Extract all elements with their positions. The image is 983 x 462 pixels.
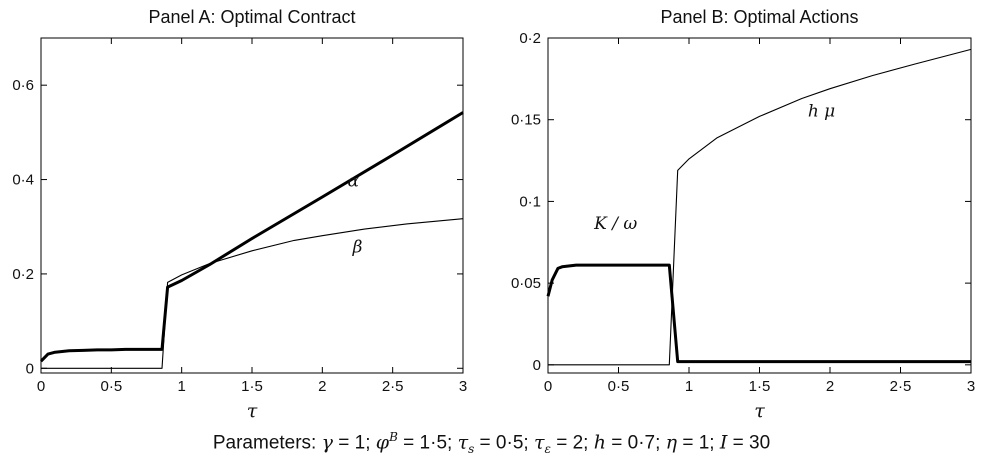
panel-b-ytick-label: 0 [533, 357, 541, 374]
panel-b-axes-frame [547, 37, 972, 374]
caption-eta: η [665, 431, 678, 454]
panel-a-xtick-label: 0·5 [100, 378, 122, 395]
caption-tau-e-value: = 2; [550, 432, 589, 454]
panel-a-xtick-label: 3 [459, 378, 467, 395]
panel-b-ytick-label: 0·05 [511, 275, 541, 292]
parameters-caption: Parameters: γ = 1; φB = 1·5; τs = 0·5; τ… [0, 430, 983, 456]
panel-b-xtick-label: 1 [685, 378, 693, 395]
panel-a-xtick-label: 0 [37, 378, 45, 395]
caption-tau-s-subscript: s [468, 442, 475, 457]
caption-I-value: = 30 [727, 432, 771, 454]
panel-a-ytick-label: 0·4 [12, 172, 34, 189]
panel-a-xlabel: τ [247, 400, 258, 422]
panel-b-ytick-label: 0·1 [519, 193, 541, 210]
panel-b-xtick-label: 0·5 [608, 378, 630, 395]
panel-a-series-line [39, 111, 464, 363]
panel-a-series-line [41, 218, 464, 369]
panel-b-xtick-label: 1·5 [749, 378, 771, 395]
panel-a-xtick-label: 1·5 [241, 378, 263, 395]
caption-phi-superscript: B [389, 430, 398, 444]
caption-phi: φ [375, 431, 390, 454]
caption-gamma: γ [321, 431, 333, 454]
caption-phi-value: = 1·5; [397, 432, 453, 454]
panel-b-series-line [546, 263, 971, 364]
caption-tau-s: τ [457, 431, 469, 454]
panel-b-series-label: h μ [808, 101, 835, 121]
panel-b-xtick-label: 0 [544, 378, 552, 395]
caption-tau-e: τ [533, 431, 545, 454]
panel-a-ytick-label: 0·6 [12, 77, 34, 94]
panel-a-ytick-label: 0·2 [12, 266, 34, 283]
caption-tau-e-subscript: ε [544, 442, 551, 457]
panel-b-series-label: K / ω [593, 214, 637, 234]
panel-b-series-line [548, 48, 972, 366]
caption-tau-s-value: = 0·5; [474, 432, 529, 454]
panel-b-title: Panel B: Optimal Actions [660, 7, 858, 27]
caption-h: h [593, 431, 606, 454]
panel-b-xlabel: τ [754, 400, 765, 422]
panel-b-xtick-label: 2·5 [890, 378, 912, 395]
caption-gamma-value: = 1; [332, 432, 371, 454]
caption-prefix: Parameters: [212, 432, 317, 454]
panel-a-xtick-label: 2·5 [382, 378, 404, 395]
panel-b-ytick-label: 0·15 [511, 112, 541, 129]
panel-a-series-label: α [348, 172, 360, 192]
panel-b-xtick-label: 2 [826, 378, 834, 395]
panel-a-title: Panel A: Optimal Contract [148, 7, 355, 27]
panel-a-axes-frame [40, 37, 464, 374]
caption-I: I [719, 431, 728, 454]
caption-h-value: = 0·7; [605, 432, 661, 454]
panel-a-xtick-label: 1 [177, 378, 185, 395]
panel-a-ytick-label: 0 [26, 360, 34, 377]
caption-eta-value: = 1; [677, 432, 715, 454]
panel-b-ytick-label: 0·2 [519, 30, 541, 47]
panel-a-series-label: β [352, 238, 363, 258]
panel-b-xtick-label: 3 [967, 378, 975, 395]
panel-a-xtick-label: 2 [318, 378, 326, 395]
